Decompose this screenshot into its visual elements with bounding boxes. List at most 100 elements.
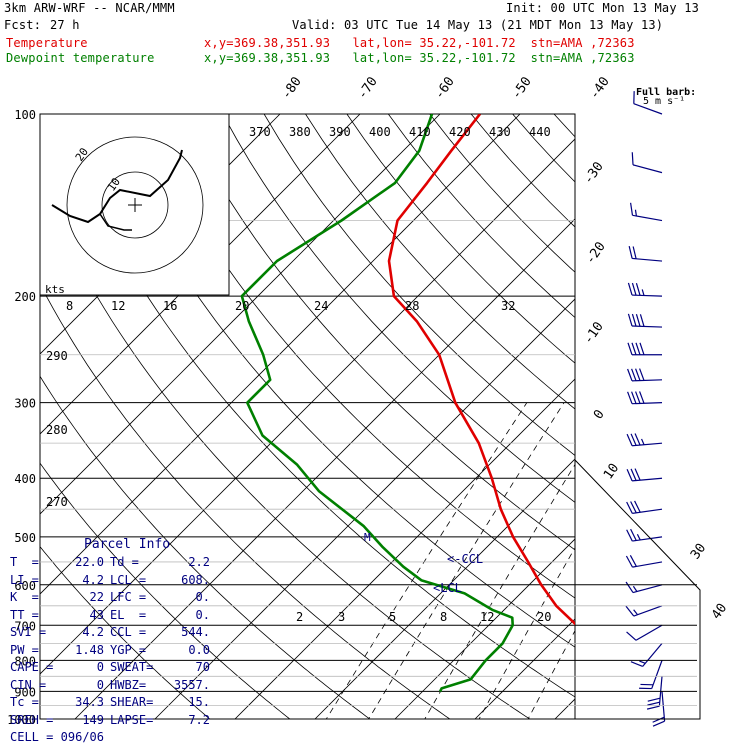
wind-barb-half (642, 289, 644, 295)
parcel-value: 544. (164, 624, 210, 642)
panel-extension-frame (575, 460, 700, 719)
dry-adiabat (544, 55, 740, 731)
wind-barbs (626, 91, 665, 726)
dry-adiabat (427, 55, 740, 731)
wind-barb (628, 283, 662, 296)
temperature-label: 0 (591, 407, 608, 422)
isotherm (382, 55, 740, 731)
dry-adiabat (622, 55, 740, 731)
wind-barb-flag (636, 369, 640, 381)
hodograph-speed-label: 28 (405, 299, 419, 313)
wind-barb-flag (633, 246, 636, 258)
wind-barb-flag (626, 582, 633, 593)
parcel-key: LI = (10, 572, 44, 590)
wind-barb (627, 469, 662, 481)
wind-barb-staff (632, 380, 662, 381)
isotherm (702, 55, 740, 731)
wind-barb (628, 314, 662, 327)
parcel-key: CAPE = (10, 659, 44, 677)
theta-label: 390 (329, 125, 351, 139)
mixing-ratio-line (587, 403, 740, 732)
pressure-label: 300 (14, 397, 36, 411)
dry-adiabat (233, 55, 740, 731)
parcel-value: 7.2 (164, 712, 210, 730)
wind-barb-flag (628, 369, 632, 381)
parcel-key: K = (10, 589, 44, 607)
parcel-value: 0 (44, 659, 104, 677)
wind-barb-staff (633, 585, 662, 593)
pressure-label: 100 (14, 108, 36, 122)
hodograph-units-label: kts (45, 283, 65, 296)
wind-barb-staff (632, 562, 662, 567)
parcel-value: 608. (164, 572, 210, 590)
wind-barb-flag (636, 392, 640, 404)
wind-barb-half (637, 534, 640, 540)
temperature-label: 30 (688, 541, 709, 562)
wind-barb-staff (634, 606, 662, 616)
wind-barb-flag (636, 343, 640, 355)
parcel-value: 3557. (164, 677, 210, 695)
parcel-value: 22 (44, 589, 104, 607)
wind-barb-staff (632, 509, 662, 513)
wind-barb-flag (627, 632, 636, 640)
wind-barb-staff (632, 443, 662, 446)
parcel-value: 096/06 (44, 729, 104, 747)
wind-barb-flag (628, 343, 632, 355)
mixing-ratio-line (418, 403, 614, 732)
wind-barb (626, 582, 662, 593)
parcel-value: 4.2 (44, 572, 104, 590)
wind-barb-staff (662, 691, 665, 721)
wind-barb-half (634, 610, 638, 615)
parcel-key: EL = (104, 607, 164, 625)
parcel-key: CCL = (104, 624, 164, 642)
wind-barb-flag (632, 392, 636, 404)
parcel-value: 15. (164, 694, 210, 712)
wind-barb (627, 529, 662, 541)
mixing-ratio-label: 5 (389, 610, 396, 624)
dry-adiabat (311, 55, 740, 731)
hodograph-speed-label: 16 (163, 299, 177, 313)
wind-barb (632, 152, 662, 172)
wind-barb-staff (632, 295, 662, 296)
wind-barb (626, 555, 662, 567)
wind-barb-flag (628, 283, 632, 295)
parcel-value: 4.2 (44, 624, 104, 642)
parcel-info-title: Parcel Info (10, 536, 232, 554)
barb-legend-units: 5 m s⁻¹ (643, 96, 685, 107)
wind-barb-flag (632, 314, 636, 326)
wind-barb (626, 606, 662, 616)
temperature-label: 10 (601, 461, 622, 482)
parcel-key: Td = (104, 554, 164, 572)
wind-barb-half (639, 661, 645, 663)
mixing-ratio-label: 3 (338, 610, 345, 624)
temperature-label: -60 (432, 74, 458, 102)
parcel-key: PW = (10, 642, 44, 660)
wind-barb-flag (628, 314, 632, 326)
wind-barb-staff (633, 165, 662, 173)
parcel-key: YGP = (104, 642, 164, 660)
hodograph-speed-label: 20 (235, 299, 249, 313)
temperature-label: -50 (509, 74, 535, 102)
lcl-marker: <LCL (433, 581, 462, 595)
mixing-ratio-label: 12 (480, 610, 494, 624)
hodograph-speed-label: 24 (314, 299, 328, 313)
wind-barb-flag (640, 391, 644, 403)
dry-adiabat (583, 55, 740, 731)
temperature-label: -40 (587, 74, 613, 102)
wind-barb-staff (652, 660, 662, 688)
mixing-ratio-lines (319, 403, 740, 732)
wind-barb-flag (631, 203, 633, 216)
parcel-info-row: CELL =096/06 (10, 729, 232, 747)
parcel-value: 0. (164, 589, 210, 607)
wind-barb-staff (643, 643, 662, 666)
theta-label: 440 (529, 125, 551, 139)
mixing-ratio-label: 2 (296, 610, 303, 624)
